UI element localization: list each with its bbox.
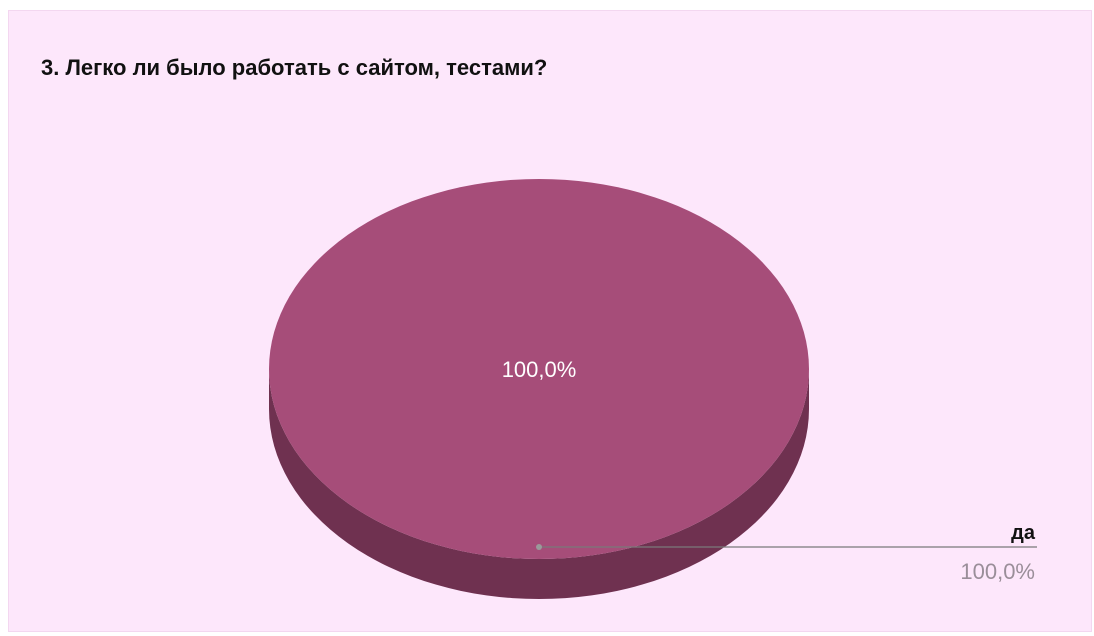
pie-slice-da[interactable] (269, 179, 809, 559)
pie-slice-side (269, 369, 809, 599)
chart-title: 3. Легко ли было работать с сайтом, тест… (41, 55, 548, 80)
pie-chart: 100,0% да 100,0% (269, 179, 1037, 599)
legend-series-value: 100,0% (960, 559, 1035, 584)
legend-leader-dot (536, 544, 542, 550)
slice-label-da: 100,0% (502, 357, 577, 382)
legend-series-name: да (1011, 522, 1036, 544)
chart-card: 3. Легко ли было работать с сайтом, тест… (8, 10, 1092, 632)
